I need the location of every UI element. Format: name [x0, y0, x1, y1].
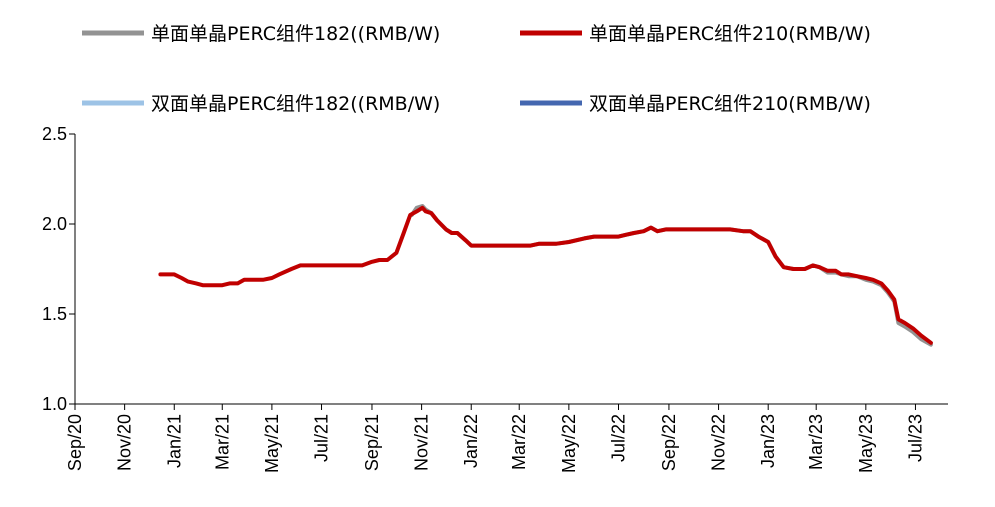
x-tick-label: Mar/21: [212, 414, 232, 470]
y-tick-label: 1.5: [42, 304, 67, 324]
x-tick-label: May/22: [559, 414, 579, 473]
legend-label-single-face-182: 单面单晶PERC组件182((RMB/W): [151, 23, 440, 45]
y-tick-label: 2.0: [42, 214, 67, 234]
x-tick-label: Nov/22: [709, 414, 729, 471]
chart-legend: 单面单晶PERC组件182((RMB/W) 单面单晶PERC组件210(RMB/…: [82, 23, 871, 115]
legend-item-bifacial-182: 双面单晶PERC组件182((RMB/W): [82, 93, 440, 115]
x-tick-label: Sep/21: [362, 414, 382, 471]
series-line-1: [158, 205, 933, 345]
x-tick-label: May/23: [856, 414, 876, 473]
plot-area: 1.0 1.5 2.0 2.5 Sep/20 Nov/20 Jan/21 Mar/21 May/…: [42, 124, 948, 473]
x-tick-label: Jan/22: [461, 414, 481, 468]
x-tick-label: May/21: [262, 414, 282, 473]
x-tick-label: Sep/22: [659, 414, 679, 471]
legend-item-single-face-182: 单面单晶PERC组件182((RMB/W): [82, 23, 440, 45]
x-tick-label: Jul/23: [905, 414, 925, 462]
legend-label-bifacial-182: 双面单晶PERC组件182((RMB/W): [151, 93, 440, 115]
y-tick-label: 1.0: [42, 394, 67, 414]
y-tick-label: 2.5: [42, 124, 67, 144]
x-tick-label: Jul/22: [608, 414, 628, 462]
legend-label-bifacial-210: 双面单晶PERC组件210(RMB/W): [589, 93, 871, 115]
legend-item-bifacial-210: 双面单晶PERC组件210(RMB/W): [520, 93, 871, 115]
x-tick-label: Mar/23: [806, 414, 826, 470]
legend-item-single-face-210: 单面单晶PERC组件210(RMB/W): [520, 23, 871, 45]
x-tick-label: Mar/22: [509, 414, 529, 470]
x-tick-label: Nov/20: [115, 414, 135, 471]
x-tick-label: Nov/21: [412, 414, 432, 471]
x-tick-label: Sep/20: [65, 414, 85, 471]
x-tick-label: Jul/21: [312, 414, 332, 462]
x-tick-label: Jan/21: [164, 414, 184, 468]
legend-label-single-face-210: 单面单晶PERC组件210(RMB/W): [589, 23, 871, 45]
x-tick-label: Jan/23: [758, 414, 778, 468]
